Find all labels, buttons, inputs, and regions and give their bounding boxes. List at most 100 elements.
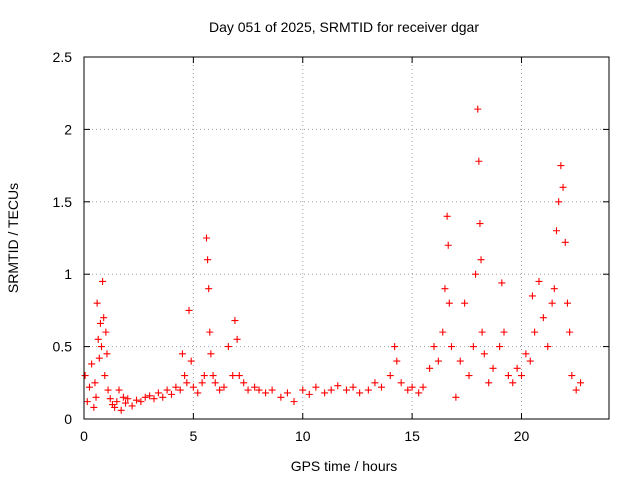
data-point [119,393,127,401]
data-point [207,350,215,358]
data-point [220,383,228,391]
data-point [364,386,372,394]
data-point [498,279,506,287]
data-point [229,372,237,380]
data-point [415,389,423,397]
x-tick-label: 20 [514,428,530,444]
data-point [91,379,99,387]
data-point [469,343,477,351]
data-series-srmtid [81,105,585,414]
data-point [544,343,552,351]
data-point [504,372,512,380]
data-point [477,256,485,264]
data-point [93,299,101,307]
x-axis-label: GPS time / hours [291,458,398,474]
data-point [559,183,567,191]
data-point [480,350,488,358]
data-point [299,386,307,394]
data-point [204,256,212,264]
data-point [500,328,508,336]
data-point [426,364,434,372]
data-point [349,383,357,391]
data-point [224,343,232,351]
data-point [528,292,536,300]
x-tick-label: 15 [404,428,420,444]
data-point [104,386,112,394]
data-point [393,357,401,365]
data-point [106,395,114,403]
y-tick-label: 1 [64,266,72,282]
data-point [550,285,558,293]
data-point [343,386,350,394]
data-point [419,383,427,391]
data-point [85,383,93,391]
y-tick-label: 2.5 [53,49,73,65]
data-point [172,383,180,391]
data-point [548,299,556,307]
data-point [216,386,224,394]
data-point [94,335,102,343]
x-tick-label: 10 [295,428,311,444]
data-point [92,393,100,401]
data-point [452,393,460,401]
data-point [203,234,210,242]
data-point [101,372,109,380]
data-point [334,382,342,390]
data-point [439,328,447,336]
data-point [305,390,313,398]
data-point [513,364,521,372]
data-point [113,398,121,406]
data-point [378,383,385,391]
data-point [163,386,171,394]
y-tick-label: 0 [64,411,72,427]
x-tick-label: 0 [80,428,88,444]
data-point [430,343,438,351]
data-point [96,319,104,327]
y-tick-label: 2 [64,121,72,137]
data-point [81,372,89,380]
data-point [386,372,394,380]
data-point [235,372,243,380]
data-point [255,386,263,394]
data-point [443,212,451,220]
data-point [187,357,195,365]
data-point [526,357,534,365]
y-axis-label: SRMTID / TECUs [5,183,21,293]
data-point [181,372,189,380]
data-point [205,285,213,293]
data-point [244,386,252,394]
data-point [434,357,442,365]
data-point [404,386,412,394]
data-point [102,328,110,336]
data-point [327,386,335,394]
data-point [137,398,145,406]
data-point [146,392,154,400]
data-point [561,238,569,246]
y-tick-label: 0.5 [53,339,73,355]
data-point [485,379,493,387]
data-point [178,350,186,358]
data-point [474,105,482,113]
data-point [572,386,580,394]
data-point [176,386,184,394]
data-point [133,396,140,404]
data-point [99,277,107,285]
data-point [251,383,259,391]
data-point [90,403,98,411]
data-point [566,328,574,336]
data-point [200,372,208,380]
data-point [553,227,560,235]
y-tick-label: 1.5 [53,194,73,210]
data-point [496,343,504,351]
data-point [185,306,193,314]
data-point [124,395,132,403]
data-point [88,360,96,368]
data-point [150,395,158,403]
data-point [233,335,241,343]
data-point [103,350,111,358]
data-point [154,389,162,397]
data-point [268,386,276,394]
data-point [461,299,469,307]
